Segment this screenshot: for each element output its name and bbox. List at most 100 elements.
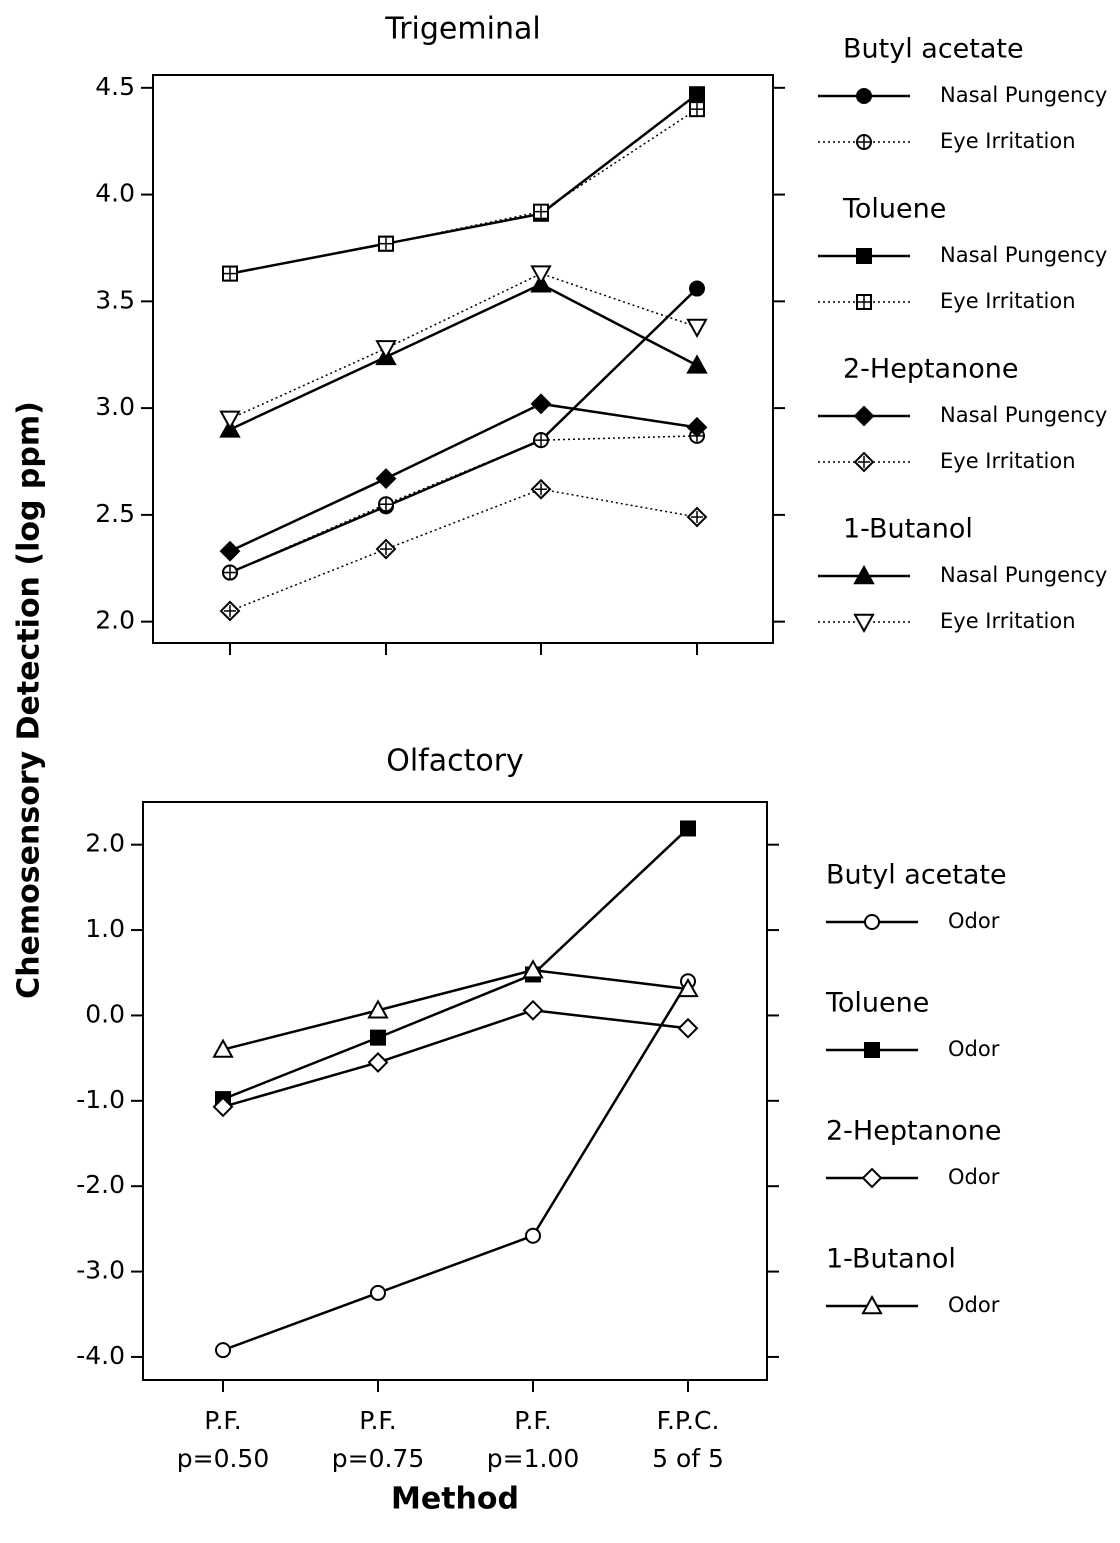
marker-shape	[212, 1096, 234, 1118]
marker-shape	[677, 977, 699, 998]
marker	[219, 540, 241, 562]
marker-shape	[861, 1294, 883, 1315]
marker-shape	[375, 340, 397, 360]
marker-shape	[212, 1038, 234, 1058]
legend-entry: Nasal Pungency	[940, 563, 1107, 587]
x-tick-label: 5 of 5	[652, 1444, 724, 1473]
legend-group-title: 2-Heptanone	[826, 1116, 1001, 1147]
marker-shape	[530, 393, 552, 415]
marker	[853, 405, 875, 427]
y-tick-label: 4.0	[95, 179, 135, 208]
marker-shape	[864, 914, 880, 930]
x-tick-label: p=0.75	[332, 1444, 424, 1473]
series-line	[222, 968, 689, 1051]
marker	[222, 564, 238, 581]
marker	[853, 451, 875, 473]
series-line	[229, 108, 698, 275]
marker-shape	[367, 1051, 389, 1073]
y-tick-label: 4.5	[95, 72, 135, 101]
marker	[853, 613, 875, 634]
marker-shape	[686, 416, 708, 438]
legend-group-title: Toluene	[842, 194, 946, 225]
marker	[222, 265, 238, 282]
marker-shape	[864, 1042, 880, 1058]
marker	[375, 468, 397, 489]
legend-group-title: 2-Heptanone	[843, 354, 1018, 385]
y-tick-label: 3.0	[95, 392, 135, 421]
marker	[370, 1284, 386, 1301]
y-tick-label: 0.0	[85, 999, 125, 1028]
y-tick-label: -3.0	[76, 1256, 125, 1285]
marker	[219, 410, 241, 430]
plot-frame	[152, 74, 774, 644]
x-tick-label: P.F.	[359, 1406, 396, 1435]
marker	[689, 280, 705, 297]
legend-group-title: Toluene	[825, 988, 929, 1019]
legend-entry: Odor	[948, 909, 1000, 933]
marker	[686, 416, 708, 438]
y-tick-label: 2.0	[85, 829, 125, 858]
marker-shape	[525, 1227, 541, 1244]
marker	[686, 318, 708, 339]
legend-entry: Odor	[948, 1037, 1000, 1061]
marker-shape	[856, 88, 872, 104]
series-line	[229, 402, 698, 553]
marker	[856, 294, 872, 310]
legend-group-title: 1-Butanol	[843, 514, 973, 545]
marker-shape	[689, 280, 705, 297]
marker-shape	[853, 405, 875, 427]
marker-shape	[677, 1017, 699, 1039]
series-line	[229, 287, 698, 574]
y-tick-label: -4.0	[76, 1341, 125, 1370]
marker	[856, 88, 872, 104]
marker-shape	[686, 354, 708, 374]
marker-shape	[522, 999, 544, 1021]
marker	[375, 538, 397, 560]
legend-entry: Odor	[948, 1165, 1000, 1189]
marker	[215, 1342, 231, 1359]
marker	[367, 999, 389, 1019]
y-tick-label: 3.5	[95, 285, 135, 314]
marker	[219, 600, 241, 622]
chart-title: Trigeminal	[384, 12, 540, 47]
legend-entry: Eye Irritation	[940, 129, 1076, 153]
legend-entry: Nasal Pungency	[940, 243, 1107, 267]
legend-entry: Nasal Pungency	[940, 403, 1107, 427]
marker-shape	[680, 820, 696, 837]
marker	[856, 248, 872, 264]
marker	[522, 959, 544, 979]
series-line	[229, 272, 698, 420]
marker	[533, 203, 549, 220]
marker	[522, 999, 544, 1021]
marker	[856, 134, 872, 150]
marker	[212, 1038, 234, 1058]
marker-shape	[856, 248, 872, 264]
chart-title: Olfactory	[386, 744, 524, 779]
series-line	[222, 980, 690, 1352]
marker	[680, 820, 696, 837]
y-tick-label: 2.5	[95, 499, 135, 528]
x-axis-label: Method	[391, 1482, 519, 1517]
legend-group-title: Butyl acetate	[826, 860, 1007, 891]
marker-shape	[522, 959, 544, 979]
x-tick-label: p=1.00	[487, 1444, 579, 1473]
marker-shape	[530, 265, 552, 285]
marker-shape	[367, 999, 389, 1019]
series-line	[229, 488, 698, 612]
series-line	[229, 93, 698, 275]
marker	[530, 265, 552, 285]
marker	[853, 564, 875, 585]
marker	[861, 1167, 883, 1189]
marker	[864, 1042, 880, 1058]
marker-shape	[853, 613, 875, 634]
y-tick-label: 2.0	[95, 606, 135, 635]
legend-entry: Eye Irritation	[940, 289, 1076, 313]
series-line	[229, 282, 698, 431]
marker	[530, 478, 552, 500]
marker	[686, 354, 708, 374]
marker	[525, 1227, 541, 1244]
x-tick-label: P.F.	[514, 1406, 551, 1435]
marker-shape	[689, 86, 705, 103]
marker	[864, 914, 880, 930]
